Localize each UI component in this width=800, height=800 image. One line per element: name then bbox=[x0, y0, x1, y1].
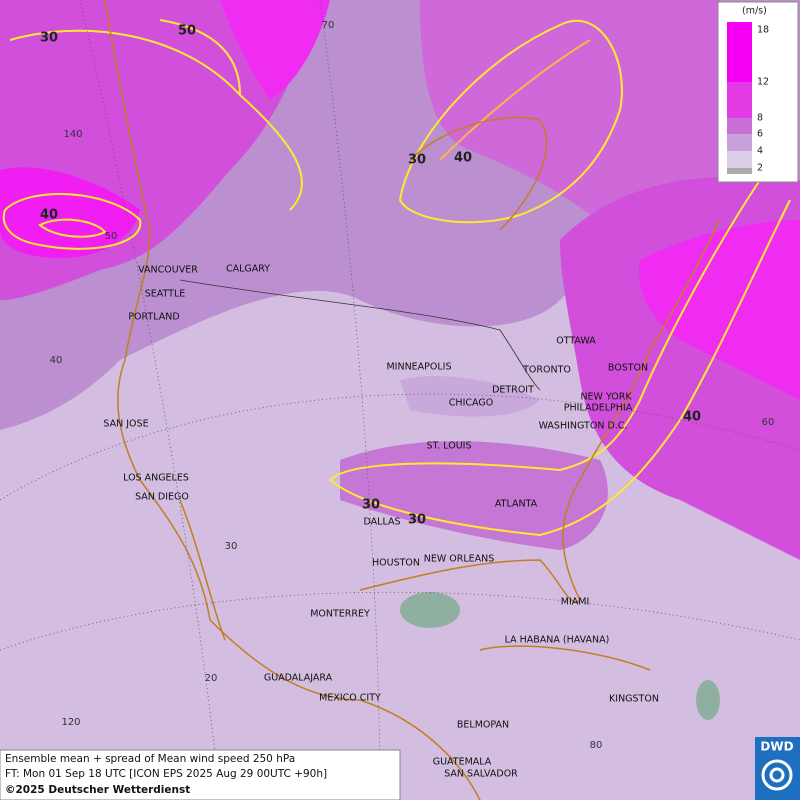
graticule-label: 70 bbox=[322, 20, 335, 31]
city-label: DETROIT bbox=[492, 385, 534, 396]
city-label: SAN DIEGO bbox=[135, 492, 189, 503]
city-label: ATLANTA bbox=[495, 499, 538, 510]
legend-tick-label: 4 bbox=[757, 146, 763, 157]
legend-tick-label: 8 bbox=[757, 113, 763, 124]
graticule-label: 50 bbox=[105, 231, 118, 242]
legend-tick-label: 6 bbox=[757, 129, 763, 140]
legend-band bbox=[727, 82, 752, 118]
city-label: LA HABANA (HAVANA) bbox=[505, 635, 610, 646]
legend-tick-label: 2 bbox=[757, 163, 763, 174]
city-label: NEW ORLEANS bbox=[424, 554, 495, 565]
city-label: CALGARY bbox=[226, 264, 270, 275]
contour-label: 50 bbox=[178, 24, 196, 39]
logo-icon bbox=[761, 759, 793, 791]
contour-label: 30 bbox=[408, 513, 426, 528]
graticule-label: 80 bbox=[590, 740, 603, 751]
contour-labels: 30 50 40 30 40 40 30 30 bbox=[40, 24, 701, 528]
logo-icon bbox=[769, 767, 785, 783]
city-label: CHICAGO bbox=[449, 398, 493, 409]
border bbox=[179, 279, 541, 391]
caption-line: Ensemble mean + spread of Mean wind spee… bbox=[5, 753, 295, 765]
legend-band bbox=[727, 168, 752, 174]
wind-contours bbox=[2, 19, 791, 537]
city-label: SEATTLE bbox=[145, 289, 186, 300]
city-label: PORTLAND bbox=[128, 312, 179, 323]
graticule-label: 30 bbox=[225, 541, 238, 552]
legend-band bbox=[727, 118, 752, 134]
caption-line: ©2025 Deutscher Wetterdienst bbox=[5, 784, 190, 796]
contour-label: 30 bbox=[362, 498, 380, 513]
legend: (m/s) 18 12 8 6 4 2 bbox=[717, 1, 799, 183]
city-label: GUADALAJARA bbox=[264, 673, 333, 684]
graticule-label: 60 bbox=[762, 417, 775, 428]
caption-line: FT: Mon 01 Sep 18 UTC [ICON EPS 2025 Aug… bbox=[5, 768, 327, 780]
contour-label: 40 bbox=[40, 208, 58, 223]
logo-text: DWD bbox=[760, 740, 793, 754]
city-label: WASHINGTON D.C. bbox=[539, 421, 628, 432]
contour-label: 30 bbox=[40, 31, 58, 46]
city-label: GUATEMALA bbox=[433, 757, 492, 768]
city-label: DALLAS bbox=[364, 517, 401, 528]
city-label: SAN SALVADOR bbox=[444, 769, 518, 780]
city-label: ST. LOUIS bbox=[427, 441, 472, 452]
caption: Ensemble mean + spread of Mean wind spee… bbox=[0, 749, 401, 800]
city-label: BOSTON bbox=[608, 363, 648, 374]
city-label: PHILADELPHIA bbox=[564, 403, 633, 414]
city-label: LOS ANGELES bbox=[123, 473, 189, 484]
city-label: TORONTO bbox=[522, 365, 571, 376]
contour-label: 30 bbox=[408, 153, 426, 168]
legend-band bbox=[727, 22, 752, 82]
city-label: KINGSTON bbox=[609, 694, 659, 705]
graticule-labels: 70 140 50 40 60 30 20 120 80 bbox=[50, 20, 775, 751]
logo: DWD bbox=[755, 737, 800, 800]
graticule-label: 120 bbox=[61, 717, 80, 728]
city-label: MEXICO CITY bbox=[319, 693, 381, 704]
city-labels: VANCOUVER CALGARY SEATTLE PORTLAND MINNEAPOL… bbox=[103, 264, 659, 780]
city-label: OTTAWA bbox=[556, 336, 596, 347]
contour-label: 40 bbox=[454, 151, 472, 166]
city-label: VANCOUVER bbox=[138, 265, 198, 276]
legend-tick-label: 12 bbox=[757, 77, 769, 88]
graticule-label: 140 bbox=[63, 129, 82, 140]
city-label: MONTERREY bbox=[310, 609, 370, 620]
city-label: SAN JOSE bbox=[103, 419, 148, 430]
city-label: MIAMI bbox=[561, 597, 590, 608]
legend-band bbox=[727, 134, 752, 151]
shading bbox=[0, 0, 800, 720]
legend-tick-label: 18 bbox=[757, 25, 769, 36]
city-label: NEW YORK bbox=[580, 392, 632, 403]
city-label: MINNEAPOLIS bbox=[386, 362, 451, 373]
legend-unit: (m/s) bbox=[742, 6, 767, 17]
caption-box bbox=[0, 749, 401, 800]
city-label: BELMOPAN bbox=[457, 720, 509, 731]
city-label: HOUSTON bbox=[372, 558, 420, 569]
graticule-label: 20 bbox=[205, 673, 218, 684]
coastlines bbox=[104, 0, 721, 800]
contour-label: 40 bbox=[683, 410, 701, 425]
graticule-label: 40 bbox=[50, 355, 63, 366]
legend-band bbox=[727, 151, 752, 168]
